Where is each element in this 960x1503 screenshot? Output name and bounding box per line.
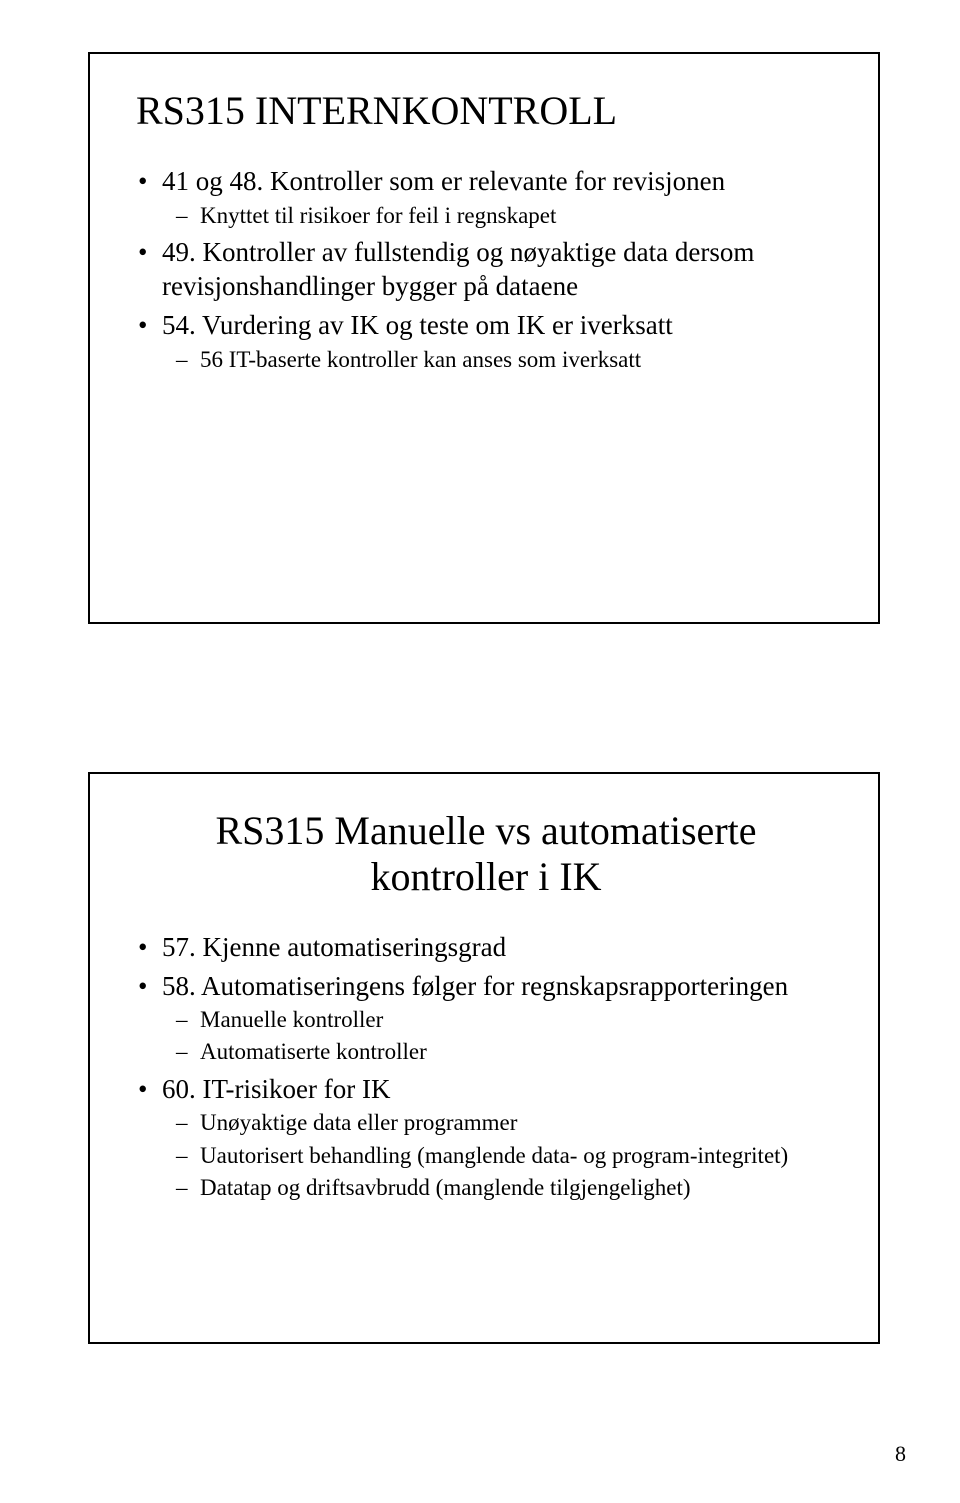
sub-list-item: Datatap og driftsavbrudd (manglende tilg… [172,1173,836,1203]
slide-1-list: 41 og 48. Kontroller som er relevante fo… [136,164,836,375]
list-item-text: 54. Vurdering av IK og teste om IK er iv… [162,310,673,340]
list-item: 57. Kjenne automatiseringsgrad [136,930,836,965]
sub-list-item-text: Knyttet til risikoer for feil i regnskap… [200,203,556,228]
list-item-text: 57. Kjenne automatiseringsgrad [162,932,506,962]
slide-2-list: 57. Kjenne automatiseringsgrad 58. Autom… [136,930,836,1203]
list-item-text: 58. Automatiseringens følger for regnska… [162,971,788,1001]
sub-list: Unøyaktige data eller programmer Uautori… [162,1108,836,1203]
sub-list: Knyttet til risikoer for feil i regnskap… [162,201,836,231]
document-page: RS315 INTERNKONTROLL 41 og 48. Kontrolle… [0,0,960,1503]
list-item: 60. IT-risikoer for IK Unøyaktige data e… [136,1072,836,1204]
sub-list-item: Automatiserte kontroller [172,1037,836,1067]
page-number: 8 [895,1441,906,1467]
sub-list-item-text: Manuelle kontroller [200,1007,383,1032]
list-item-text: 41 og 48. Kontroller som er relevante fo… [162,166,725,196]
sub-list-item-text: 56 IT-baserte kontroller kan anses som i… [200,347,641,372]
sub-list-item-text: Automatiserte kontroller [200,1039,427,1064]
sub-list-item: Knyttet til risikoer for feil i regnskap… [172,201,836,231]
sub-list-item-text: Unøyaktige data eller programmer [200,1110,517,1135]
sub-list-item-text: Datatap og driftsavbrudd (manglende tilg… [200,1175,691,1200]
slide-1-title: RS315 INTERNKONTROLL [136,88,836,134]
sub-list-item: 56 IT-baserte kontroller kan anses som i… [172,345,836,375]
list-item: 49. Kontroller av fullstendig og nøyakti… [136,235,836,304]
sub-list-item-text: Uautorisert behandling (manglende data- … [200,1143,788,1168]
list-item: 54. Vurdering av IK og teste om IK er iv… [136,308,836,375]
slide-2-title: RS315 Manuelle vs automatiserte kontroll… [136,808,836,900]
list-item-text: 60. IT-risikoer for IK [162,1074,390,1104]
sub-list-item: Manuelle kontroller [172,1005,836,1035]
list-item-text: 49. Kontroller av fullstendig og nøyakti… [162,237,754,302]
sub-list-item: Unøyaktige data eller programmer [172,1108,836,1138]
list-item: 41 og 48. Kontroller som er relevante fo… [136,164,836,231]
sub-list: 56 IT-baserte kontroller kan anses som i… [162,345,836,375]
sub-list-item: Uautorisert behandling (manglende data- … [172,1141,836,1171]
list-item: 58. Automatiseringens følger for regnska… [136,969,836,1068]
sub-list: Manuelle kontroller Automatiserte kontro… [162,1005,836,1068]
slide-1: RS315 INTERNKONTROLL 41 og 48. Kontrolle… [88,52,880,624]
slide-2: RS315 Manuelle vs automatiserte kontroll… [88,772,880,1344]
